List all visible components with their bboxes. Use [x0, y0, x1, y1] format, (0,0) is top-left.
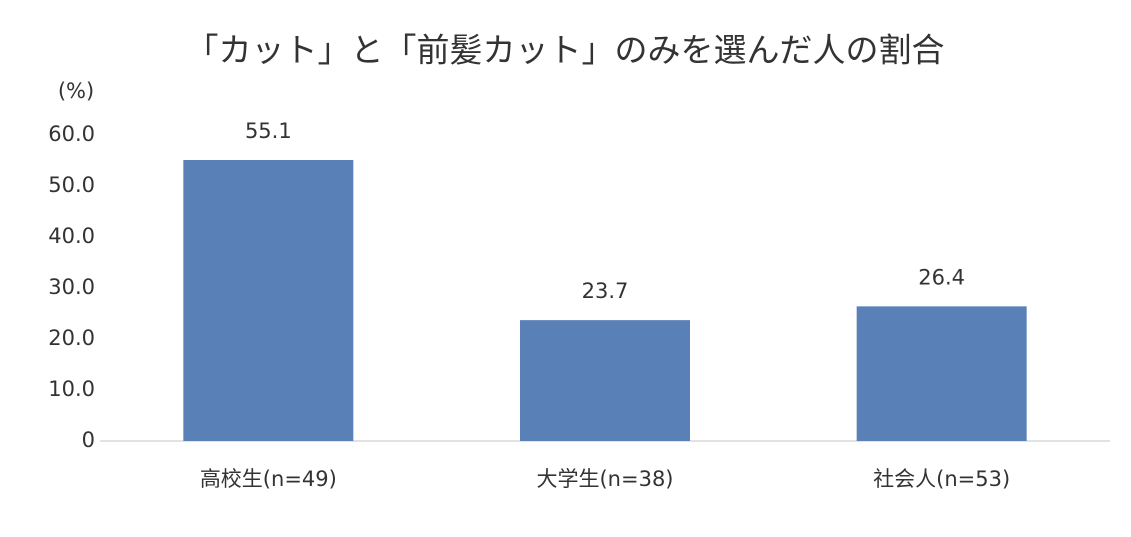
value-label: 55.1 — [245, 119, 292, 143]
y-tick-label: 40.0 — [48, 224, 95, 248]
y-unit-label: (%) — [58, 79, 94, 103]
bar — [856, 306, 1027, 441]
x-tick-label: 高校生(n=49) — [200, 467, 337, 491]
x-tick-label: 社会人(n=53) — [873, 467, 1010, 491]
bar — [520, 320, 690, 441]
x-tick-label: 大学生(n=38) — [536, 467, 673, 491]
y-tick-label: 30.0 — [48, 275, 95, 299]
value-label: 23.7 — [582, 279, 629, 303]
bar — [183, 159, 354, 442]
y-tick-label: 10.0 — [48, 377, 95, 401]
chart-title: 「カット」と「前髪カット」のみを選んだ人の割合 — [186, 31, 945, 70]
y-tick-label: 60.0 — [48, 122, 95, 146]
value-label: 26.4 — [918, 265, 965, 289]
y-tick-label: 50.0 — [48, 173, 95, 197]
y-tick-label: 20.0 — [48, 326, 95, 350]
y-tick-label: 0 — [82, 428, 95, 452]
